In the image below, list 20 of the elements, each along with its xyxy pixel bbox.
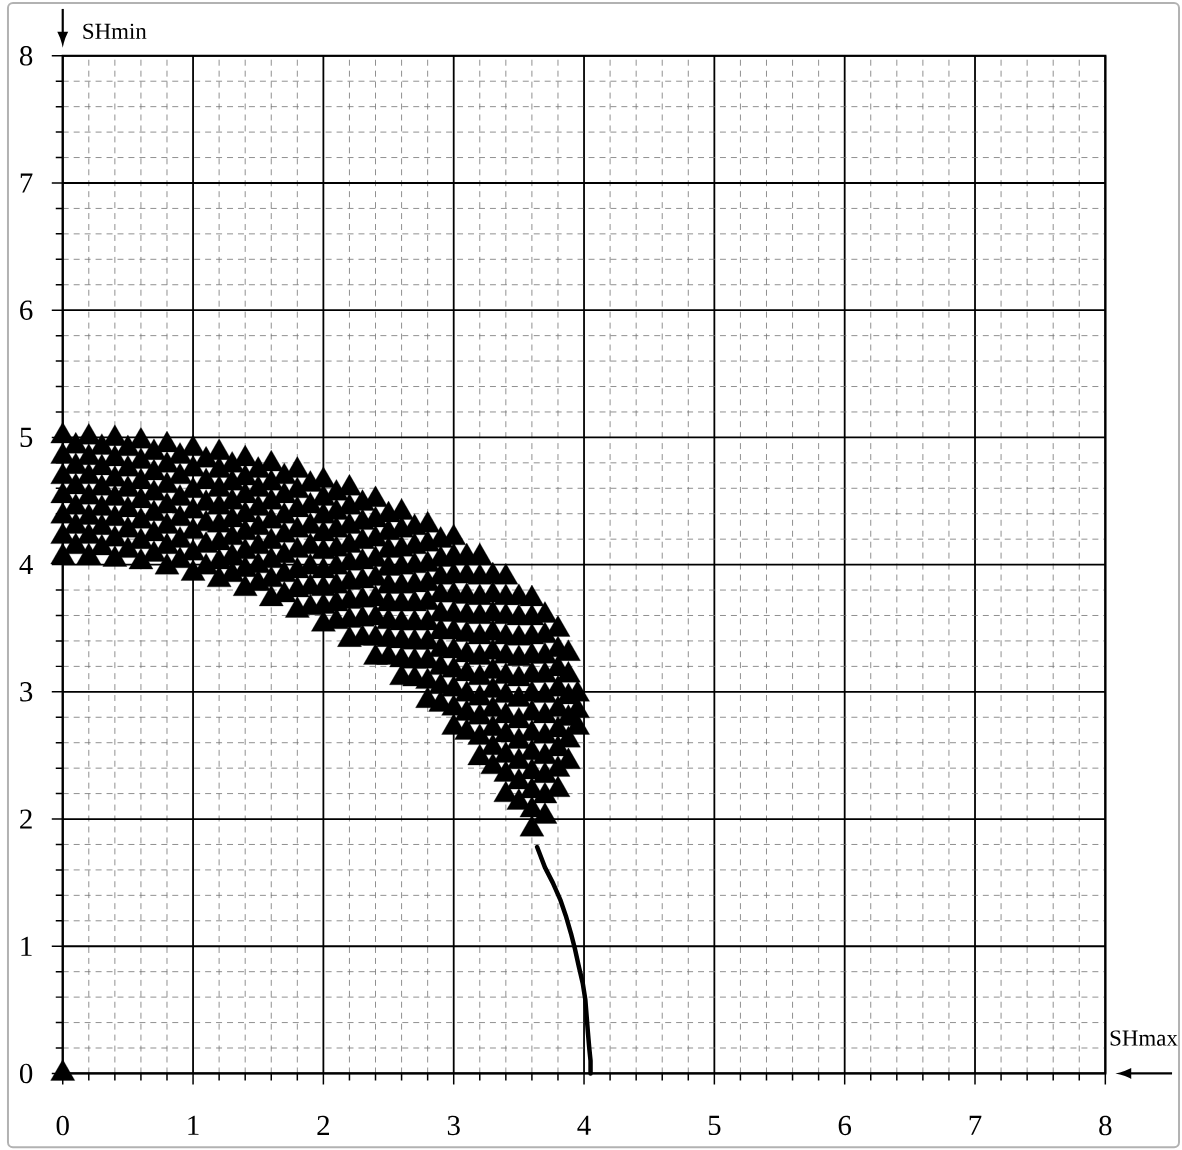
x-tick-label: 1	[188, 1115, 199, 1135]
y-tick-label: 1	[21, 936, 32, 956]
x-tick-label: 8	[1099, 1115, 1112, 1136]
x-tick-label: 4	[577, 1115, 591, 1135]
x-tick-label: 0	[56, 1115, 69, 1136]
y-tick-label: 2	[20, 809, 32, 829]
x-tick-label: 3	[447, 1115, 460, 1136]
y-axis-title: SHmin	[83, 23, 147, 39]
x-tick-label: 5	[708, 1115, 721, 1135]
y-tick-label: 0	[19, 1063, 33, 1084]
x-axis-title: SHmax	[1110, 1030, 1178, 1046]
y-tick-label: 6	[20, 300, 33, 320]
x-tick-label: 6	[838, 1115, 852, 1136]
x-tick-label: 7	[969, 1115, 982, 1135]
y-tick-label: 3	[20, 682, 33, 702]
x-tick-label: 2	[317, 1115, 329, 1135]
y-tick-label: 8	[19, 45, 33, 66]
y-tick-label: 4	[19, 555, 33, 575]
y-tick-label: 7	[20, 173, 33, 193]
y-tick-label: 5	[20, 427, 33, 447]
